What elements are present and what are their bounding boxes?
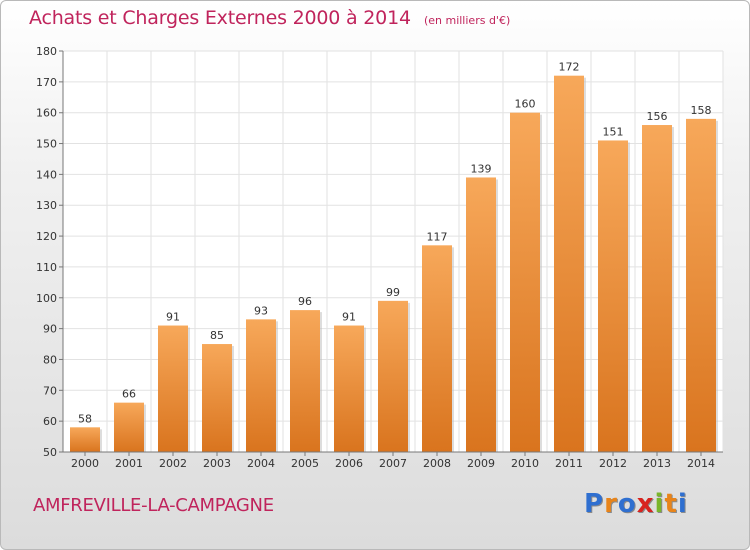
y-tick-label: 60 <box>43 415 57 428</box>
bar <box>598 140 628 452</box>
bar <box>334 325 364 452</box>
y-tick-label: 110 <box>36 261 57 274</box>
chart-unit: (en milliers d'€) <box>423 14 511 27</box>
bar <box>158 325 188 452</box>
title-row: Achats et Charges Externes 2000 à 2014 (… <box>29 7 510 29</box>
bar-value-label: 158 <box>691 104 712 117</box>
x-tick-label: 2013 <box>643 457 671 470</box>
x-tick-label: 2004 <box>247 457 275 470</box>
x-tick-label: 2012 <box>599 457 627 470</box>
logo-letter: r <box>604 489 618 519</box>
y-tick-label: 90 <box>43 323 57 336</box>
y-tick-label: 150 <box>36 138 57 151</box>
bar-value-label: 93 <box>254 304 268 317</box>
bar <box>422 245 452 452</box>
x-tick-label: 2014 <box>687 457 715 470</box>
bar <box>202 344 232 452</box>
logo-letter: i <box>654 489 665 519</box>
y-tick-label: 140 <box>36 168 57 181</box>
x-tick-label: 2000 <box>71 457 99 470</box>
bar <box>246 319 276 452</box>
bar-value-label: 91 <box>342 311 356 324</box>
y-tick-label: 130 <box>36 199 57 212</box>
bar <box>554 75 584 452</box>
y-tick-label: 70 <box>43 384 57 397</box>
bar-value-label: 160 <box>515 98 536 111</box>
logo-letter: P <box>584 489 605 519</box>
bar-value-label: 139 <box>471 162 492 175</box>
proxiti-logo: Proxiti <box>584 489 688 519</box>
bar <box>466 177 496 452</box>
y-tick-label: 80 <box>43 353 57 366</box>
bar-value-label: 99 <box>386 286 400 299</box>
bar-value-label: 91 <box>166 311 180 324</box>
bar-value-label: 156 <box>647 110 668 123</box>
bar <box>290 310 320 452</box>
y-tick-label: 50 <box>43 446 57 459</box>
logo-letter: o <box>617 489 637 519</box>
bar-value-label: 117 <box>427 230 448 243</box>
bar-layer: 58 66 91 85 93 96 91 99 117 139 160 172 151 156 158 <box>70 61 718 453</box>
logo-letter: x <box>636 489 655 519</box>
x-tick-label: 2007 <box>379 457 407 470</box>
logo-letter: i <box>677 489 688 519</box>
y-tick-label: 100 <box>36 292 57 305</box>
x-tick-label: 2005 <box>291 457 319 470</box>
bar-value-label: 151 <box>603 125 624 138</box>
x-tick-label: 2001 <box>115 457 143 470</box>
logo-letter: t <box>664 489 678 519</box>
bar <box>114 402 144 452</box>
bar <box>70 427 100 452</box>
x-tick-label: 2002 <box>159 457 187 470</box>
bar-value-label: 85 <box>210 329 224 342</box>
x-tick-label: 2009 <box>467 457 495 470</box>
bar-value-label: 58 <box>78 412 92 425</box>
y-tick-label: 180 <box>36 45 57 58</box>
y-tick-label: 160 <box>36 107 57 120</box>
commune-name: AMFREVILLE-LA-CAMPAGNE <box>33 495 274 516</box>
bar <box>378 300 408 452</box>
x-tick-label: 2008 <box>423 457 451 470</box>
chart-title: Achats et Charges Externes 2000 à 2014 <box>29 7 411 29</box>
x-tick-label: 2010 <box>511 457 539 470</box>
x-tick-label: 2011 <box>555 457 583 470</box>
bar <box>686 118 716 452</box>
axis-layer: 50 60 70 80 90 100 110 120 130 140 150 160 170 180 200… <box>36 45 723 470</box>
y-tick-label: 170 <box>36 76 57 89</box>
bar-value-label: 66 <box>122 388 136 401</box>
bar <box>510 112 540 452</box>
y-tick-label: 120 <box>36 230 57 243</box>
bar-value-label: 96 <box>298 295 312 308</box>
x-tick-label: 2003 <box>203 457 231 470</box>
x-tick-label: 2006 <box>335 457 363 470</box>
bar <box>642 125 672 453</box>
bar-value-label: 172 <box>559 61 580 74</box>
